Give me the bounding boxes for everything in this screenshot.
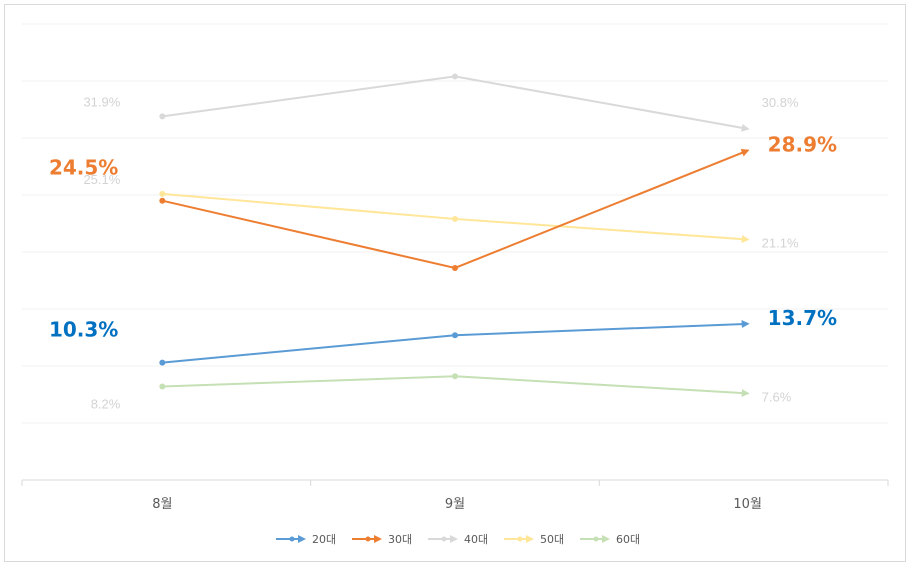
data-label: 24.5% [49, 156, 118, 180]
legend-item: 60대 [580, 533, 640, 546]
legend-item: 50대 [504, 533, 564, 546]
legend-marker [365, 536, 371, 542]
series-line-40대 [162, 75, 750, 132]
data-point [159, 383, 166, 390]
data-label: 10.3% [49, 318, 118, 342]
data-point [159, 190, 166, 197]
legend-label: 60대 [616, 533, 640, 546]
legend-item: 30대 [352, 533, 412, 546]
legend-item: 40대 [428, 533, 488, 546]
legend-label: 30대 [388, 533, 412, 546]
data-point [452, 373, 458, 380]
data-label: 28.9% [768, 133, 837, 157]
legend-marker [289, 536, 295, 542]
legend-marker [593, 536, 599, 542]
legend-marker [441, 536, 447, 542]
legend-label: 50대 [540, 533, 564, 546]
data-point [159, 359, 166, 366]
chart-frame [4, 4, 906, 562]
data-point [452, 215, 458, 222]
data-point [159, 197, 166, 204]
data-label: 31.9% [83, 94, 120, 109]
legend: 20대 30대 40대 50대 60대 [276, 533, 640, 546]
data-point [452, 73, 458, 80]
legend-label: 40대 [464, 533, 488, 546]
legend-item: 20대 [276, 533, 336, 546]
x-tick-label: 9월 [445, 497, 465, 512]
data-point [159, 113, 166, 120]
data-label: 8.2% [91, 397, 121, 412]
series-line-20대 [162, 320, 750, 364]
data-label: 21.1% [762, 235, 799, 250]
data-label: 7.6% [762, 389, 792, 404]
x-tick-label: 10월 [733, 497, 762, 512]
data-label: 25.1% [83, 172, 120, 187]
x-tick-label: 8월 [152, 497, 172, 512]
data-point [452, 332, 458, 339]
legend-marker [517, 536, 523, 542]
legend-label: 20대 [312, 533, 336, 546]
data-label: 30.8% [762, 95, 799, 110]
data-label: 13.7% [768, 306, 837, 330]
data-point [452, 264, 458, 271]
series-line-30대 [162, 149, 750, 270]
